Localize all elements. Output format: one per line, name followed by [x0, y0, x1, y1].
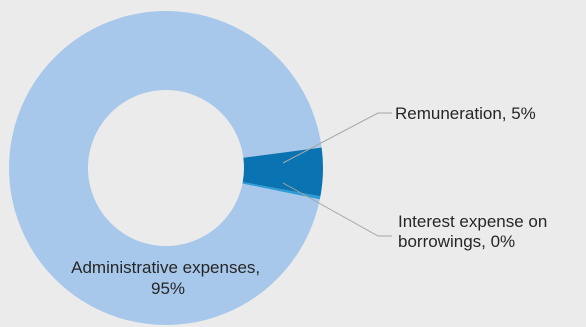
- slice-labels: Remuneration, 5% Interest expense on bor…: [71, 104, 552, 298]
- leader-line-remuneration: [282, 112, 392, 164]
- donut-slices: [8, 11, 323, 326]
- slice-label-line: 95%: [151, 279, 185, 298]
- slice-label-line: Administrative expenses,: [71, 258, 260, 277]
- slice-administrative-expenses: [8, 11, 322, 326]
- slice-label-line: Interest expense on: [398, 212, 547, 231]
- slice-label-remuneration: Remuneration, 5%: [395, 104, 536, 123]
- slice-label-line: Remuneration, 5%: [395, 104, 536, 123]
- slice-label-interest-expense: Interest expense on borrowings, 0%: [398, 212, 552, 251]
- slice-remuneration: [242, 147, 323, 197]
- leader-lines: [282, 112, 392, 237]
- slice-label-line: borrowings, 0%: [398, 232, 515, 251]
- leader-line-interest-expense: [282, 182, 392, 237]
- slice-interest-expense: [242, 182, 321, 200]
- slice-label-administrative-expenses: Administrative expenses, 95%: [71, 258, 265, 298]
